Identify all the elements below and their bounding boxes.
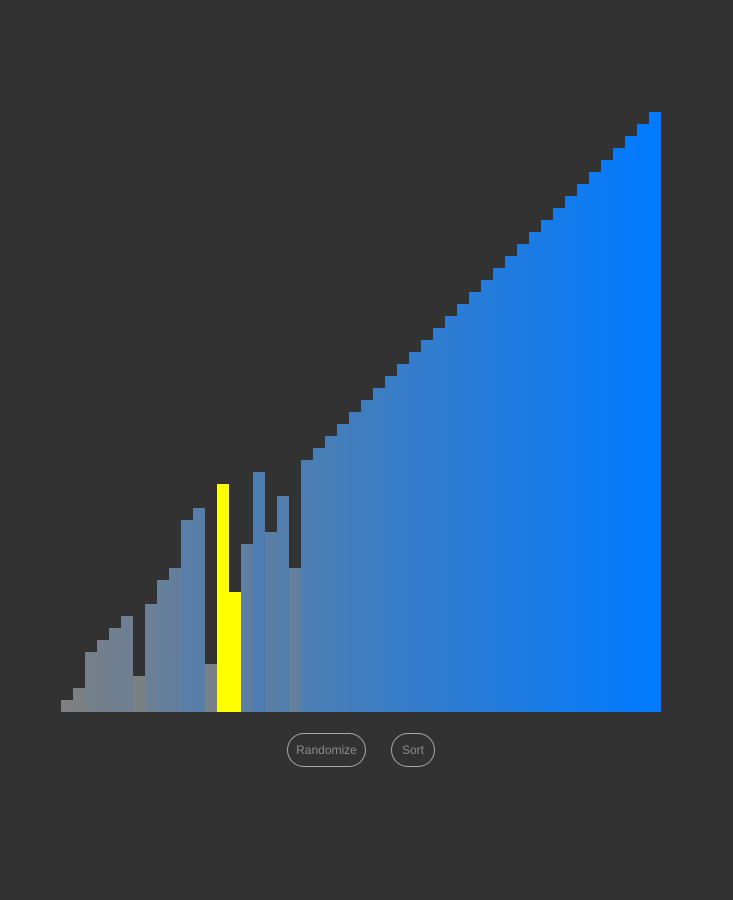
bar (589, 172, 601, 712)
bar (85, 652, 97, 712)
bar (73, 688, 85, 712)
bar (253, 472, 265, 712)
controls: Randomize Sort (0, 733, 733, 767)
bar (349, 412, 361, 712)
bar (541, 220, 553, 712)
bar (301, 460, 313, 712)
bar (277, 496, 289, 712)
bar (565, 196, 577, 712)
bar (265, 532, 277, 712)
sort-button[interactable]: Sort (391, 733, 435, 767)
bar (457, 304, 469, 712)
bar (601, 160, 613, 712)
bar (229, 592, 241, 712)
bar (181, 520, 193, 712)
bar (133, 676, 145, 712)
bar (625, 136, 637, 712)
bar (481, 280, 493, 712)
bar (577, 184, 589, 712)
bar (529, 232, 541, 712)
bar (241, 544, 253, 712)
bar (145, 604, 157, 712)
bar (121, 616, 133, 712)
bar (217, 484, 229, 712)
bar (637, 124, 649, 712)
bar (97, 640, 109, 712)
bar (361, 400, 373, 712)
bar (193, 508, 205, 712)
bar (553, 208, 565, 712)
bar (649, 112, 661, 712)
bar (493, 268, 505, 712)
bar (613, 148, 625, 712)
bar (157, 580, 169, 712)
bar (169, 568, 181, 712)
bar (373, 388, 385, 712)
bar (469, 292, 481, 712)
bar (289, 568, 301, 712)
bar (385, 376, 397, 712)
bar (421, 340, 433, 712)
randomize-button[interactable]: Randomize (287, 733, 366, 767)
bar (325, 436, 337, 712)
bar (61, 700, 73, 712)
bar (397, 364, 409, 712)
bar (505, 256, 517, 712)
bar (433, 328, 445, 712)
bar (313, 448, 325, 712)
bar (517, 244, 529, 712)
bar (205, 664, 217, 712)
bar (337, 424, 349, 712)
bar (445, 316, 457, 712)
bar (409, 352, 421, 712)
bar-chart-area (61, 100, 661, 712)
bar (109, 628, 121, 712)
